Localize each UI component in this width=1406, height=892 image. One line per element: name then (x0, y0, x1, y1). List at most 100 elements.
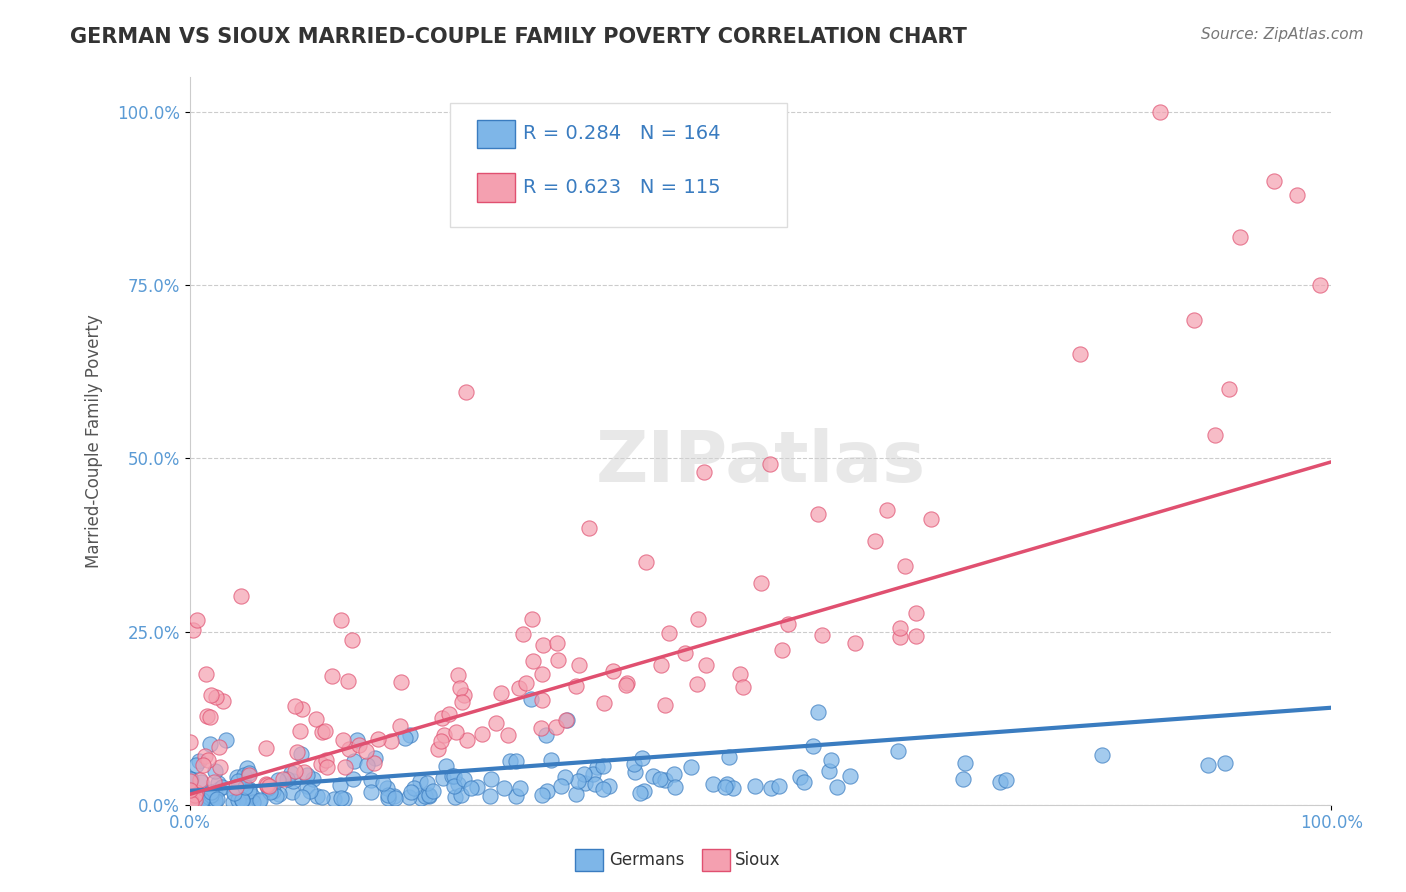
Point (1218, 382, 1240, 396)
Point (679, 760, 702, 774)
Point (1184, 313, 1206, 327)
Point (531, 667, 554, 681)
Point (658, 625, 681, 640)
Point (641, 769, 664, 783)
Point (180, 789, 202, 804)
Text: R = 0.623   N = 115: R = 0.623 N = 115 (523, 178, 721, 197)
Point (354, 744, 377, 758)
Point (191, 797, 214, 811)
Point (582, 767, 605, 781)
Point (688, 612, 710, 626)
Point (443, 779, 465, 793)
Point (179, 772, 201, 786)
Point (530, 788, 553, 802)
Point (512, 627, 534, 641)
Point (373, 776, 395, 790)
Point (749, 576, 772, 591)
Point (226, 770, 249, 784)
Point (686, 676, 709, 690)
Point (648, 772, 671, 786)
Point (623, 756, 645, 771)
Point (494, 780, 516, 795)
Point (347, 738, 370, 752)
Point (456, 385, 478, 400)
Point (449, 681, 471, 695)
Point (631, 751, 654, 765)
Point (198, 738, 221, 752)
Point (1091, 748, 1114, 763)
Point (508, 681, 530, 695)
Point (443, 790, 465, 805)
Point (256, 781, 278, 796)
Point (876, 503, 898, 517)
Point (628, 786, 651, 800)
Point (565, 787, 588, 801)
Point (583, 777, 606, 791)
Point (446, 668, 468, 682)
Point (226, 793, 249, 807)
Point (204, 775, 226, 789)
Point (249, 794, 271, 808)
Point (267, 787, 290, 801)
Point (256, 740, 278, 755)
Point (208, 760, 231, 774)
Point (273, 772, 295, 786)
Point (952, 772, 974, 786)
Point (329, 778, 352, 792)
Point (266, 772, 288, 787)
Point (398, 790, 420, 805)
Point (505, 789, 527, 803)
Text: Germans: Germans (609, 851, 685, 869)
Point (207, 776, 229, 790)
Point (844, 636, 866, 650)
Point (235, 796, 257, 810)
Point (356, 757, 378, 772)
Point (616, 676, 638, 690)
Point (180, 797, 202, 811)
Text: GERMAN VS SIOUX MARRIED-COUPLE FAMILY POVERTY CORRELATION CHART: GERMAN VS SIOUX MARRIED-COUPLE FAMILY PO… (70, 27, 967, 46)
Point (994, 773, 1017, 788)
Point (226, 774, 249, 789)
Point (465, 780, 488, 795)
Point (188, 772, 211, 787)
Point (233, 768, 256, 782)
Point (530, 721, 553, 735)
Point (249, 793, 271, 807)
Point (801, 739, 824, 754)
Point (451, 695, 474, 709)
Point (346, 733, 368, 747)
Point (758, 457, 780, 471)
Point (692, 465, 714, 479)
Point (291, 702, 314, 716)
Point (453, 689, 475, 703)
Point (281, 785, 304, 799)
Point (429, 734, 451, 748)
Point (1309, 278, 1331, 293)
Point (212, 694, 235, 708)
Point (489, 686, 512, 700)
Point (695, 658, 717, 673)
Point (200, 688, 222, 702)
Point (515, 675, 537, 690)
Point (377, 788, 399, 802)
Point (311, 724, 333, 739)
Text: Source: ZipAtlas.com: Source: ZipAtlas.com (1201, 27, 1364, 42)
Point (817, 764, 839, 778)
Point (586, 759, 609, 773)
Point (215, 733, 238, 747)
Point (499, 754, 522, 768)
Point (555, 713, 578, 727)
Point (329, 613, 352, 627)
Point (204, 793, 226, 807)
Point (183, 792, 205, 806)
Point (377, 791, 399, 805)
Point (298, 784, 321, 798)
Point (456, 733, 478, 747)
Point (402, 781, 425, 796)
Point (222, 795, 245, 809)
Point (460, 780, 482, 795)
Point (190, 775, 212, 789)
Point (198, 710, 221, 724)
Point (955, 756, 977, 770)
Point (1069, 347, 1091, 361)
